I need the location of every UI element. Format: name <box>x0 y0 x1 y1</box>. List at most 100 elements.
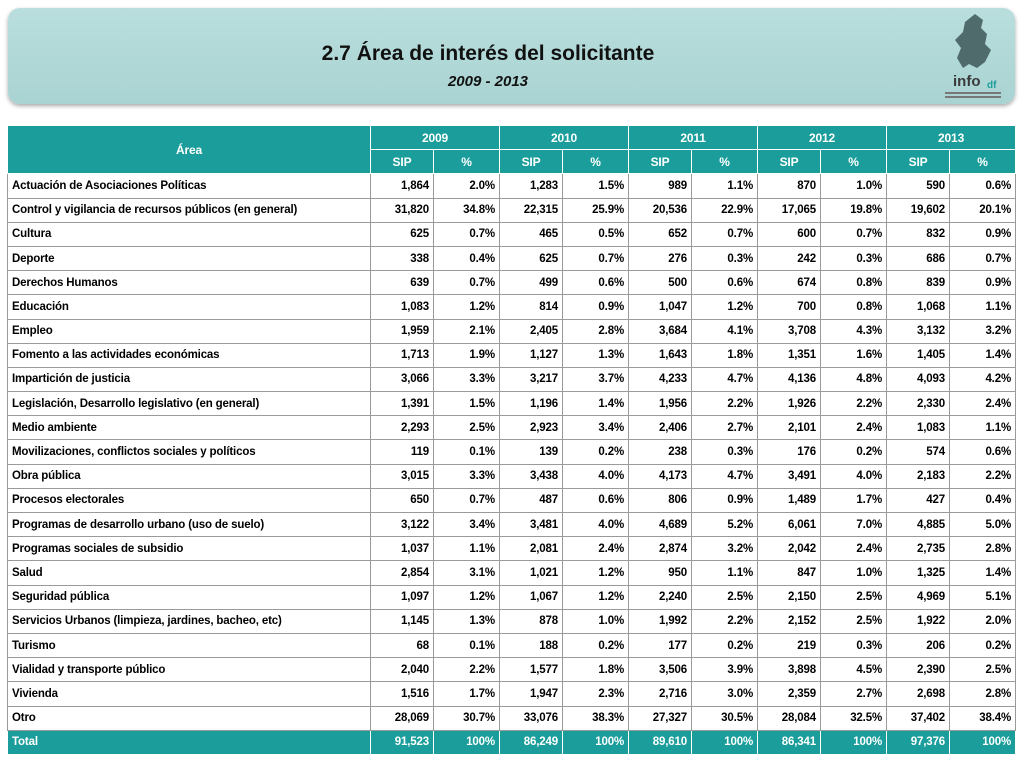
cell: 38.4% <box>949 705 1017 731</box>
cell: 1,127 <box>499 342 564 368</box>
cell: 4.5% <box>820 657 888 683</box>
cell: 2.2% <box>949 463 1017 489</box>
cell: 1.2% <box>432 584 501 610</box>
cell: 600 <box>757 221 822 247</box>
cell: 0.2% <box>949 632 1017 659</box>
cell: 31,820 <box>370 197 434 223</box>
cell: 1.5% <box>562 173 630 199</box>
area-label: Programas de desarrollo urbano (uso de s… <box>7 511 371 538</box>
cell: 3,506 <box>628 657 693 683</box>
area-label: Salud <box>7 560 371 586</box>
cell: 1.5% <box>432 391 501 417</box>
cell: 814 <box>499 294 564 320</box>
area-label: Fomento a las actividades económicas <box>7 342 371 368</box>
cell: 3,015 <box>370 463 434 489</box>
cell: 3,217 <box>499 366 564 393</box>
cell: 2.4% <box>562 536 630 562</box>
cell: 839 <box>886 270 951 296</box>
area-label: Programas sociales de subsidio <box>7 536 371 562</box>
cell: 1,922 <box>886 608 951 634</box>
cell: 1,021 <box>499 560 564 586</box>
year-header: 2009 <box>369 124 501 151</box>
cell: 499 <box>499 270 564 296</box>
cell: 3.4% <box>432 511 501 538</box>
year-header: 2010 <box>499 124 630 151</box>
area-label: Impartición de justicia <box>7 366 371 393</box>
cell: 487 <box>499 487 564 514</box>
cell: 1.7% <box>820 487 888 514</box>
cell: 1.8% <box>562 657 630 683</box>
cell: 0.4% <box>949 487 1017 514</box>
cell: 0.3% <box>691 439 759 465</box>
cell: 1.0% <box>562 608 630 634</box>
cell: 2.8% <box>562 318 630 344</box>
cell: 2.3% <box>562 681 630 707</box>
logo-line <box>945 96 1001 98</box>
cell: 1,196 <box>499 391 564 417</box>
cell: 2,698 <box>886 681 951 707</box>
area-header: Área <box>7 124 371 175</box>
cell: 0.7% <box>562 245 630 272</box>
cell: 2,716 <box>628 681 693 707</box>
cell: 20,536 <box>628 197 693 223</box>
cell: 7.0% <box>820 511 888 538</box>
cell: 2.4% <box>949 391 1017 417</box>
subheader: SIP <box>886 149 951 175</box>
cell: 832 <box>886 221 951 247</box>
cell: 574 <box>886 439 951 465</box>
cell: 276 <box>628 245 693 272</box>
cell: 0.9% <box>949 221 1017 247</box>
cell: 700 <box>757 294 822 320</box>
cell: 0.6% <box>949 439 1017 465</box>
cell: 2.1% <box>432 318 501 344</box>
cell: 1,956 <box>628 391 693 417</box>
cell: 427 <box>886 487 951 514</box>
cell: 5.2% <box>691 511 759 538</box>
cell: 1.1% <box>949 415 1017 441</box>
subheader: SIP <box>370 149 434 175</box>
cell: 1,643 <box>628 342 693 368</box>
cell: 3,438 <box>499 463 564 489</box>
cell: 1.4% <box>949 342 1017 368</box>
data-row: Educación 1,083 1.2% 814 0.9% 1,047 1.2% 700 0.8… <box>7 294 1017 320</box>
total-label: Total <box>7 729 371 755</box>
cell: 4.1% <box>691 318 759 344</box>
cell: 4,969 <box>886 584 951 610</box>
header-row: Área 2009 2010 2011 2012 2013 <box>7 124 1017 175</box>
cell: 1.2% <box>432 294 501 320</box>
cell: 639 <box>370 270 434 296</box>
logo-line <box>945 92 1001 94</box>
data-row: Legislación, Desarrollo legislativo (en … <box>7 391 1017 417</box>
area-label: Turismo <box>7 632 371 659</box>
data-row: Seguridad pública 1,097 1.2% 1,067 1.2% 2,240… <box>7 584 1017 610</box>
data-row: Salud 2,854 3.1% 1,021 1.2% 950 1.1% 847 1.0% 1,3… <box>7 560 1017 586</box>
cell: 4,173 <box>628 463 693 489</box>
subheader: % <box>562 149 630 175</box>
subheader: SIP <box>499 149 564 175</box>
cell: 3.9% <box>691 657 759 683</box>
cell: 34.8% <box>432 197 501 223</box>
subheader: SIP <box>628 149 693 175</box>
subheader: % <box>691 149 759 175</box>
cell: 4.0% <box>562 463 630 489</box>
total-cell: 100% <box>820 729 888 755</box>
cell: 0.2% <box>562 439 630 465</box>
data-row: Actuación de Asociaciones Políticas 1,864… <box>7 173 1017 199</box>
cell: 1,516 <box>370 681 434 707</box>
cell: 0.4% <box>432 245 501 272</box>
cell: 4.0% <box>562 511 630 538</box>
area-label: Legislación, Desarrollo legislativo (en … <box>7 391 371 417</box>
cell: 0.1% <box>432 632 501 659</box>
cell: 2.0% <box>949 608 1017 634</box>
data-row: Deporte 338 0.4% 625 0.7% 276 0.3% 242 0.3% 686 0.… <box>7 245 1017 272</box>
data-row: Servicios Urbanos (limpieza, jardines, b… <box>7 608 1017 634</box>
total-cell: 100% <box>949 729 1017 755</box>
cell: 2,874 <box>628 536 693 562</box>
cell: 3,684 <box>628 318 693 344</box>
cell: 28,069 <box>370 705 434 731</box>
cell: 806 <box>628 487 693 514</box>
data-row: Vialidad y transporte público 2,040 2.2% 1,… <box>7 657 1017 683</box>
cell: 22,315 <box>499 197 564 223</box>
year-header: 2012 <box>757 124 888 151</box>
cell: 1.6% <box>820 342 888 368</box>
